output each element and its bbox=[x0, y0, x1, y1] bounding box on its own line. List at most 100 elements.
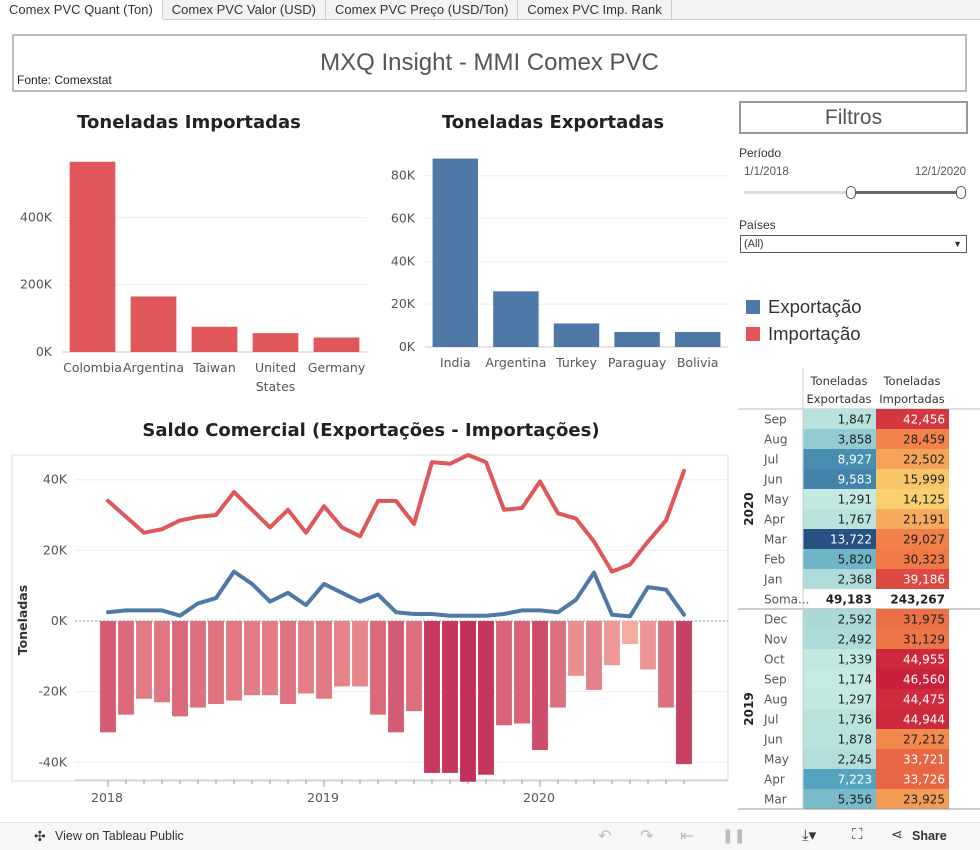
y-tick-label: 60K bbox=[391, 211, 416, 226]
legend-swatch-export bbox=[746, 300, 760, 314]
column-header-line: Toneladas bbox=[882, 374, 940, 388]
import-value: 30,323 bbox=[903, 553, 945, 567]
y-tick-label: 400K bbox=[20, 209, 53, 224]
x-tick-label: States bbox=[256, 379, 296, 394]
month-label: Mar bbox=[764, 793, 787, 807]
import-cell bbox=[876, 509, 949, 529]
export-cell bbox=[803, 489, 876, 509]
export-value: 1,291 bbox=[838, 493, 872, 507]
share-icon[interactable]: ⋖ bbox=[891, 826, 903, 842]
export-cell bbox=[803, 789, 876, 809]
year-label: 2019 bbox=[742, 692, 756, 725]
export-cell bbox=[803, 529, 876, 549]
saldo-bar bbox=[460, 621, 476, 782]
revert-icon[interactable]: ⇤ bbox=[680, 828, 694, 845]
import-cell bbox=[876, 729, 949, 749]
saldo-bar bbox=[298, 621, 314, 694]
y-tick-label: 80K bbox=[391, 168, 416, 183]
undo-icon[interactable]: ↶ bbox=[598, 828, 612, 845]
tab-preco[interactable]: Comex PVC Preço (USD/Ton) bbox=[326, 0, 519, 20]
bar-united-states bbox=[252, 333, 299, 352]
saldo-bar bbox=[226, 621, 242, 701]
x-tick-label: 2020 bbox=[523, 790, 555, 805]
view-on-tableau-link[interactable]: View on Tableau Public bbox=[55, 829, 184, 843]
export-value: 2,592 bbox=[838, 613, 872, 627]
pause-icon[interactable]: ❚❚ bbox=[722, 827, 746, 843]
export-value: 9,583 bbox=[838, 473, 872, 487]
column-header-line: Importadas bbox=[879, 392, 945, 406]
year-label: 2020 bbox=[742, 492, 756, 525]
bar-argentina bbox=[493, 291, 539, 347]
import-cell bbox=[876, 449, 949, 469]
month-label: Oct bbox=[764, 653, 785, 667]
filters-title: Filtros bbox=[739, 101, 968, 134]
saldo-bar bbox=[352, 621, 368, 687]
saldo-bar bbox=[478, 621, 494, 775]
month-label: Jul bbox=[763, 713, 778, 727]
import-value: 42,456 bbox=[903, 413, 945, 427]
y-tick-label: 20K bbox=[391, 296, 416, 311]
x-tick-label: United bbox=[255, 360, 296, 375]
trade-balance-title: Saldo Comercial (Exportações - Importaçõ… bbox=[142, 420, 599, 441]
y-tick-label: 20K bbox=[43, 542, 68, 557]
import-value: 21,191 bbox=[903, 513, 945, 527]
import-value: 14,125 bbox=[903, 493, 945, 507]
import-value: 44,944 bbox=[903, 713, 945, 727]
total-export: 49,183 bbox=[826, 593, 872, 607]
bar-germany bbox=[313, 337, 360, 352]
saldo-bar bbox=[262, 621, 278, 696]
import-cell bbox=[876, 469, 949, 489]
tab-rank[interactable]: Comex PVC Imp. Rank bbox=[518, 0, 672, 20]
export-cell bbox=[803, 609, 876, 629]
saldo-bar bbox=[154, 621, 170, 703]
saldo-bar bbox=[370, 621, 386, 715]
import-cell bbox=[876, 789, 949, 809]
period-slider-handle-end[interactable] bbox=[956, 186, 966, 199]
saldo-bar bbox=[622, 621, 638, 644]
export-cell bbox=[803, 629, 876, 649]
import-cell bbox=[876, 749, 949, 769]
saldo-bar bbox=[406, 621, 422, 712]
imports-chart-title: Toneladas Importadas bbox=[77, 112, 301, 133]
saldo-bar bbox=[316, 621, 332, 699]
import-value: 22,502 bbox=[903, 453, 945, 467]
import-value: 39,186 bbox=[903, 573, 945, 587]
export-cell bbox=[803, 469, 876, 489]
month-label: Apr bbox=[764, 773, 785, 787]
export-value: 13,722 bbox=[830, 533, 872, 547]
share-button[interactable]: Share bbox=[912, 829, 947, 843]
fullscreen-icon[interactable]: ⛶ bbox=[852, 826, 863, 843]
countries-select[interactable]: (All) ▼ bbox=[740, 235, 967, 253]
bar-bolivia bbox=[674, 332, 721, 347]
redo-icon[interactable]: ↷ bbox=[640, 828, 654, 845]
imports-bar-chart: Toneladas Importadas 0K 200K 400K Colombia A… bbox=[20, 112, 367, 394]
saldo-bar bbox=[136, 621, 152, 699]
export-value: 1,297 bbox=[838, 693, 872, 707]
source-note: Fonte: Comexstat bbox=[17, 73, 112, 87]
saldo-bar bbox=[334, 621, 350, 687]
saldo-bar bbox=[190, 621, 206, 708]
export-cell bbox=[803, 429, 876, 449]
period-slider-handle-start[interactable] bbox=[846, 186, 856, 199]
month-label: May bbox=[764, 493, 789, 507]
export-cell bbox=[803, 729, 876, 749]
export-value: 5,820 bbox=[838, 553, 872, 567]
tab-valor[interactable]: Comex PVC Valor (USD) bbox=[163, 0, 327, 20]
export-value: 5,356 bbox=[838, 793, 872, 807]
period-start: 1/1/2018 bbox=[744, 166, 789, 178]
month-label: May bbox=[764, 753, 789, 767]
import-cell bbox=[876, 609, 949, 629]
download-icon[interactable]: ⤓▾ bbox=[802, 827, 817, 844]
y-tick-label: 200K bbox=[20, 277, 53, 292]
saldo-bar bbox=[172, 621, 188, 717]
month-label: Aug bbox=[764, 433, 787, 447]
export-cell bbox=[803, 409, 876, 429]
x-tick-label: Taiwan bbox=[192, 360, 236, 375]
import-value: 33,721 bbox=[903, 753, 945, 767]
import-cell bbox=[876, 429, 949, 449]
legend-label-import: Importação bbox=[768, 323, 861, 344]
tab-quant[interactable]: Comex PVC Quant (Ton) bbox=[0, 0, 163, 20]
saldo-bar bbox=[100, 621, 116, 733]
import-value: 31,975 bbox=[903, 613, 945, 627]
x-tick-label: Argentina bbox=[123, 360, 184, 375]
